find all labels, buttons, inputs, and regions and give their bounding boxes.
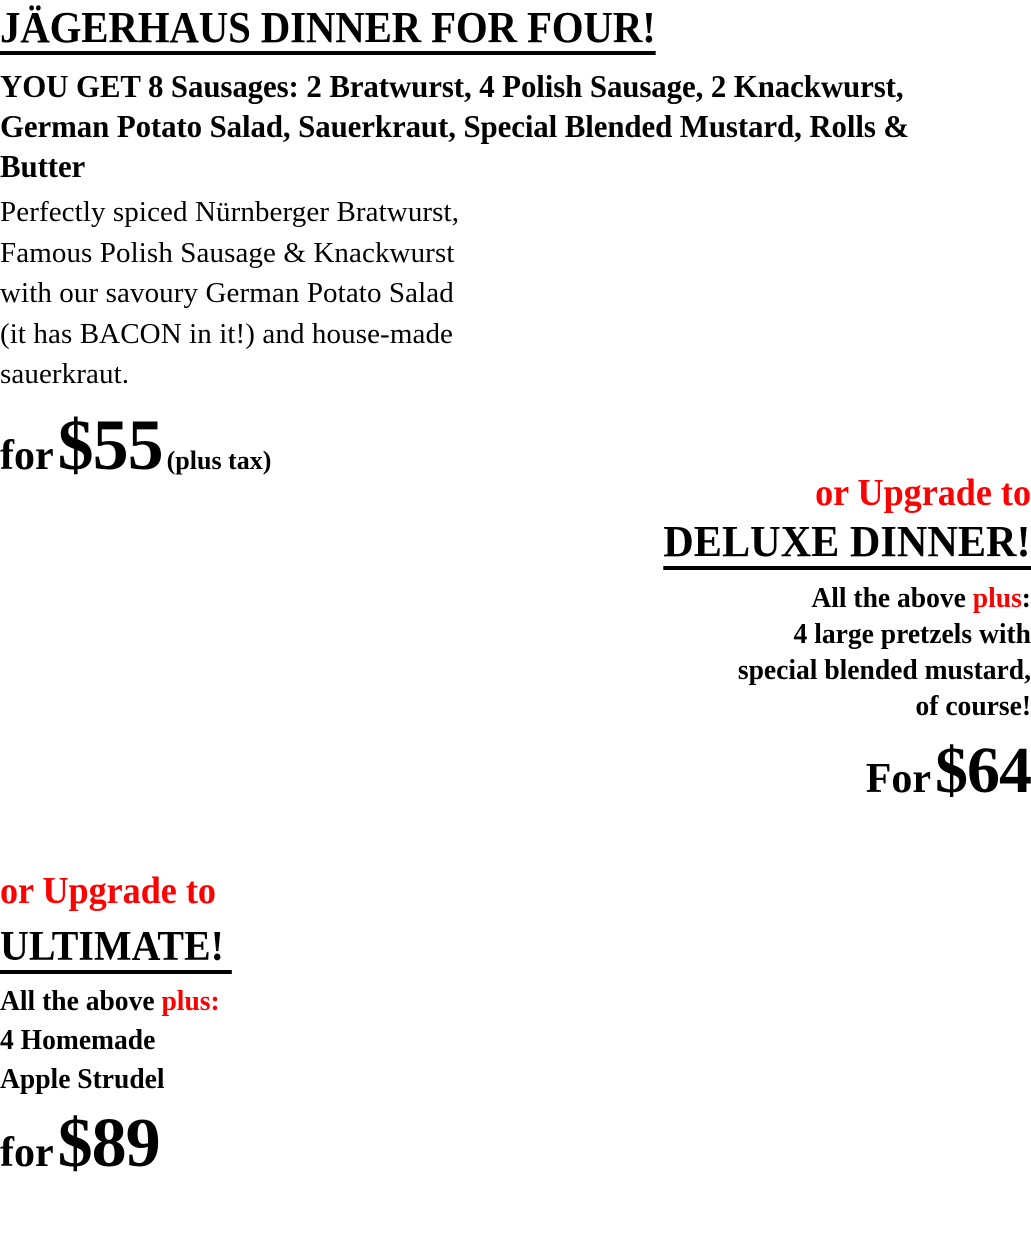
description-line: Perfectly spiced Nürnberger Bratwurst, — [0, 196, 460, 228]
ultimate-all-above-line: All the above plus: — [0, 982, 494, 1021]
ultimate-upgrade-label: or Upgrade to — [0, 870, 216, 912]
deluxe-offer-price: For $64 — [391, 738, 1031, 804]
deluxe-offer-section: or Upgrade to DELUXE DINNER! All the abo… — [391, 470, 1031, 804]
price-tax-note: (plus tax) — [166, 446, 272, 475]
price-prefix: for — [0, 1130, 54, 1176]
description-line: with our savoury German Potato Salad — [0, 277, 454, 309]
description-line: (it has BACON in it!) and house-made — [0, 317, 454, 350]
description-line: sauerkraut. — [0, 358, 130, 390]
ultimate-detail-list: All the above plus: 4 Homemade Apple Str… — [0, 982, 520, 1099]
plus-colon: : — [210, 985, 220, 1017]
price-amount: $64 — [935, 734, 1031, 807]
plus-colon: : — [1021, 582, 1031, 614]
plus-highlight: plus — [972, 582, 1022, 614]
price-amount: $89 — [57, 1105, 161, 1182]
ultimate-detail-line: 4 Homemade — [0, 1024, 156, 1056]
deluxe-all-above-line: All the above plus: — [423, 580, 1031, 616]
price-prefix: For — [865, 756, 931, 802]
main-offer-description: Perfectly spiced Nürnberger Bratwurst, F… — [0, 192, 620, 395]
ultimate-offer-price: for $89 — [0, 1109, 520, 1179]
ultimate-offer-section: or Upgrade to ULTIMATE! All the above pl… — [0, 868, 520, 1179]
price-prefix: for — [0, 433, 54, 479]
all-above-label: All the above — [0, 985, 162, 1017]
main-offer-includes: YOU GET 8 Sausages: 2 Bratwurst, 4 Polis… — [0, 68, 910, 184]
plus-highlight: plus — [161, 985, 211, 1017]
all-above-label: All the above — [811, 582, 973, 614]
deluxe-detail-line: special blended mustard, — [737, 654, 1031, 686]
main-offer-price: for $55 (plus tax) — [0, 409, 271, 481]
ultimate-detail-line: Apple Strudel — [0, 1063, 165, 1095]
deluxe-upgrade-label: or Upgrade to — [815, 472, 1031, 514]
deluxe-title: DELUXE DINNER! — [663, 518, 1031, 570]
deluxe-detail-line: 4 large pretzels with — [793, 618, 1031, 650]
deluxe-title-wrapper: DELUXE DINNER! — [391, 518, 1031, 570]
deluxe-detail-list: All the above plus: 4 large pretzels wit… — [391, 580, 1031, 724]
ultimate-title: ULTIMATE! — [0, 924, 232, 974]
page-title: JÄGERHAUS DINNER FOR FOUR! — [0, 6, 656, 55]
deluxe-detail-line: of course! — [915, 690, 1031, 722]
description-line: Famous Polish Sausage & Knackwurst — [0, 236, 455, 269]
ultimate-title-wrapper: ULTIMATE! — [0, 924, 520, 974]
price-amount: $55 — [57, 405, 164, 485]
